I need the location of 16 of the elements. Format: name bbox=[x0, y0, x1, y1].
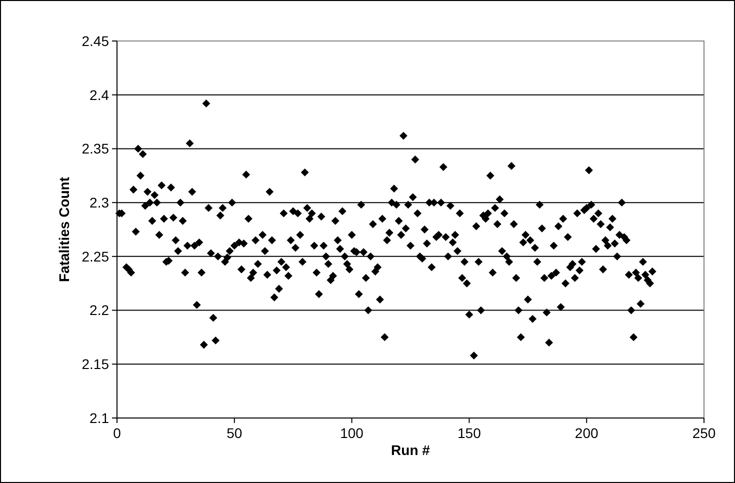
y-tick-label: 2.45 bbox=[82, 32, 110, 49]
x-tick-label: 200 bbox=[574, 425, 598, 441]
x-tick-label: 0 bbox=[113, 425, 122, 441]
x-axis-title: Run # bbox=[391, 442, 430, 458]
y-axis-title: Fatalities Count bbox=[56, 176, 72, 282]
x-tick-label: 100 bbox=[340, 425, 364, 441]
y-tick-label: 2.35 bbox=[82, 140, 110, 157]
y-tick-label: 2.25 bbox=[82, 248, 110, 264]
x-tick-label: 250 bbox=[692, 425, 716, 441]
x-tick-label: 150 bbox=[458, 425, 482, 441]
y-tick-label: 2.4 bbox=[90, 86, 110, 103]
y-tick-label: 2.3 bbox=[90, 194, 110, 210]
y-tick-label: 2.15 bbox=[82, 356, 110, 372]
x-tick-label: 50 bbox=[226, 425, 242, 441]
y-tick-label: 2.1 bbox=[90, 410, 110, 426]
y-tick-label: 2.2 bbox=[90, 302, 110, 318]
